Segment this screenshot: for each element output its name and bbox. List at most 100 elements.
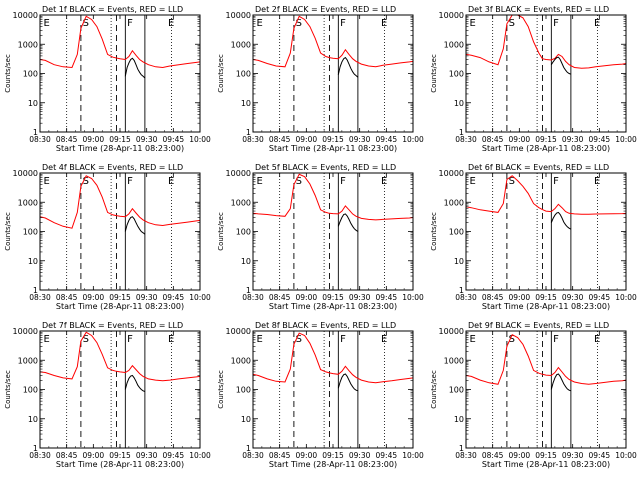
region-marker: E [381,176,387,187]
panel-title: Det 8f BLACK = Events, RED = LLD [255,321,396,330]
x-tick-label: 09:30 [349,135,371,144]
x-tick-label: 10:00 [402,293,424,302]
region-marker: F [340,176,346,187]
x-tick-label: 09:45 [163,293,185,302]
y-tick-label: 100 [236,70,251,79]
x-tick-label: 09:15 [535,293,557,302]
series-line-events [124,57,146,79]
y-tick-label: 1 [246,286,251,295]
x-axis-title: Start Time (28-Apr-11 08:23:00) [482,144,610,153]
y-tick-label: 100 [449,228,464,237]
y-tick-label: 1 [459,444,464,453]
y-tick-label: 10 [454,415,464,424]
y-axis-title: Counts/sec [217,370,225,409]
region-marker: F [553,176,559,187]
region-marker: S [83,18,89,29]
x-tick-label: 08:30 [29,135,51,144]
series-line-events [337,373,359,392]
x-axis-title: Start Time (28-Apr-11 08:23:00) [269,302,397,311]
y-tick-label: 1 [459,286,464,295]
y-tick-label: 10000 [226,11,251,20]
region-marker: E [594,18,600,29]
y-tick-label: 1000 [444,356,464,365]
detector-panel-7: Det 7f BLACK = Events, RED = LLD E S F E 1 10 1… [4,321,211,469]
series-line-lld [40,15,200,69]
y-axis-title: Counts/sec [4,212,12,251]
x-tick-label: 09:15 [109,135,131,144]
x-tick-label: 08:45 [482,451,504,460]
y-tick-label: 10 [241,99,251,108]
y-tick-label: 100 [236,386,251,395]
region-marker: S [509,18,515,29]
x-tick-label: 09:30 [136,451,158,460]
region-marker: E [168,334,174,345]
x-tick-label: 08:30 [242,293,264,302]
x-axis-title: Start Time (28-Apr-11 08:23:00) [56,144,184,153]
series-line-events [124,374,146,393]
x-tick-label: 09:00 [509,293,531,302]
x-tick-label: 09:45 [376,135,398,144]
region-marker: E [257,176,263,187]
y-tick-label: 10000 [13,169,38,178]
x-tick-label: 09:30 [562,293,584,302]
detector-panel-1: Det 1f BLACK = Events, RED = LLD E S F E 1 10 1… [4,5,211,153]
detector-panel-2: Det 2f BLACK = Events, RED = LLD E S F E 1 10 1… [217,5,424,153]
series-line-events [550,211,572,230]
x-tick-label: 08:45 [56,135,78,144]
detector-panel-6: Det 6f BLACK = Events, RED = LLD E S F E 1 10 1… [430,163,637,311]
x-tick-label: 08:45 [56,293,78,302]
x-tick-label: 09:15 [322,293,344,302]
region-marker: F [340,334,346,345]
x-tick-label: 09:00 [296,451,318,460]
x-tick-label: 09:30 [349,451,371,460]
region-marker: S [296,176,302,187]
x-tick-label: 09:30 [349,293,371,302]
x-tick-label: 08:45 [56,451,78,460]
series-line-events [550,373,572,392]
y-tick-label: 1000 [18,356,38,365]
plot-frame [39,172,201,291]
y-axis-title: Counts/sec [4,370,12,409]
panel-title: Det 1f BLACK = Events, RED = LLD [42,5,183,14]
y-axis-title: Counts/sec [217,212,225,251]
x-axis-title: Start Time (28-Apr-11 08:23:00) [269,460,397,469]
x-tick-label: 09:00 [296,135,318,144]
region-marker: E [44,334,50,345]
y-tick-label: 10000 [439,11,464,20]
y-tick-label: 10 [454,257,464,266]
y-axis-title: Counts/sec [430,212,438,251]
y-tick-label: 1000 [18,198,38,207]
series-line-events [550,56,572,75]
x-tick-label: 08:30 [455,135,477,144]
x-tick-label: 09:45 [163,135,185,144]
series-line-lld [466,334,626,385]
x-tick-label: 10:00 [189,135,211,144]
region-marker: E [470,18,476,29]
y-tick-label: 10 [28,415,38,424]
y-axis-title: Counts/sec [430,370,438,409]
region-marker: E [257,18,263,29]
x-tick-label: 09:15 [322,451,344,460]
x-tick-label: 09:00 [83,135,105,144]
region-marker: F [553,18,559,29]
x-tick-label: 09:00 [83,451,105,460]
x-axis-title: Start Time (28-Apr-11 08:23:00) [56,460,184,469]
region-marker: S [296,18,302,29]
series-line-lld [40,175,200,229]
region-marker: E [594,176,600,187]
y-tick-label: 10000 [13,327,38,336]
y-tick-label: 10 [28,257,38,266]
plot-frame [252,330,414,449]
detector-panel-8: Det 8f BLACK = Events, RED = LLD E S F E 1 10 1… [217,321,424,469]
detector-panel-4: Det 4f BLACK = Events, RED = LLD E S F E 1 10 1… [4,163,211,311]
series-line-events [124,216,146,235]
region-marker: E [381,334,387,345]
y-tick-label: 1000 [231,40,251,49]
x-tick-label: 10:00 [615,293,637,302]
y-tick-label: 1000 [444,198,464,207]
region-marker: S [83,334,89,345]
x-tick-label: 10:00 [189,293,211,302]
series-line-events [337,56,359,78]
y-tick-label: 100 [236,228,251,237]
